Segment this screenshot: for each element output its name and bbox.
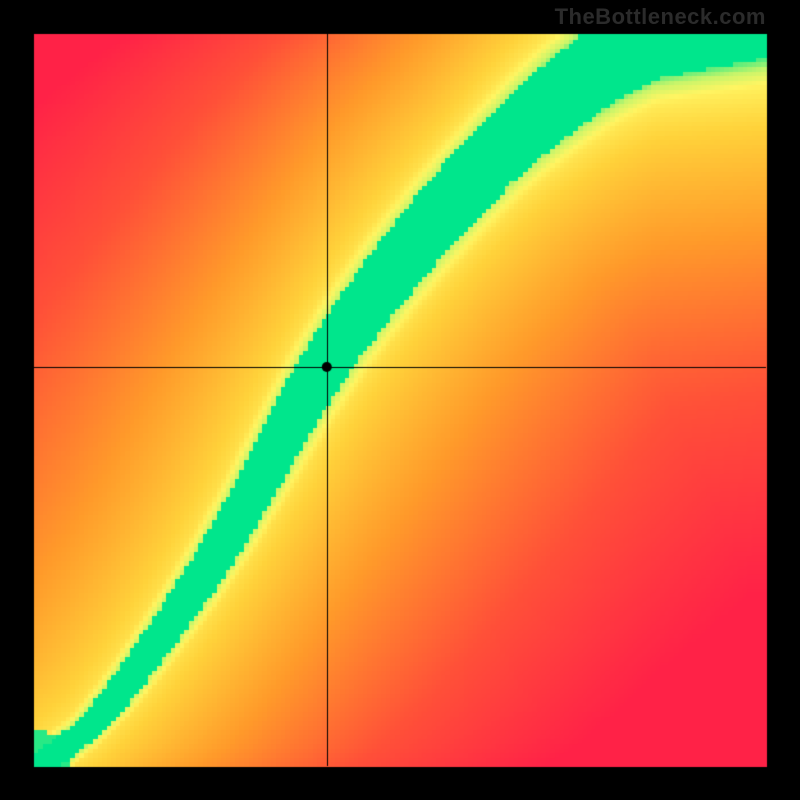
bottleneck-heatmap [0,0,800,800]
watermark-text: TheBottleneck.com [555,4,766,30]
chart-container: TheBottleneck.com [0,0,800,800]
